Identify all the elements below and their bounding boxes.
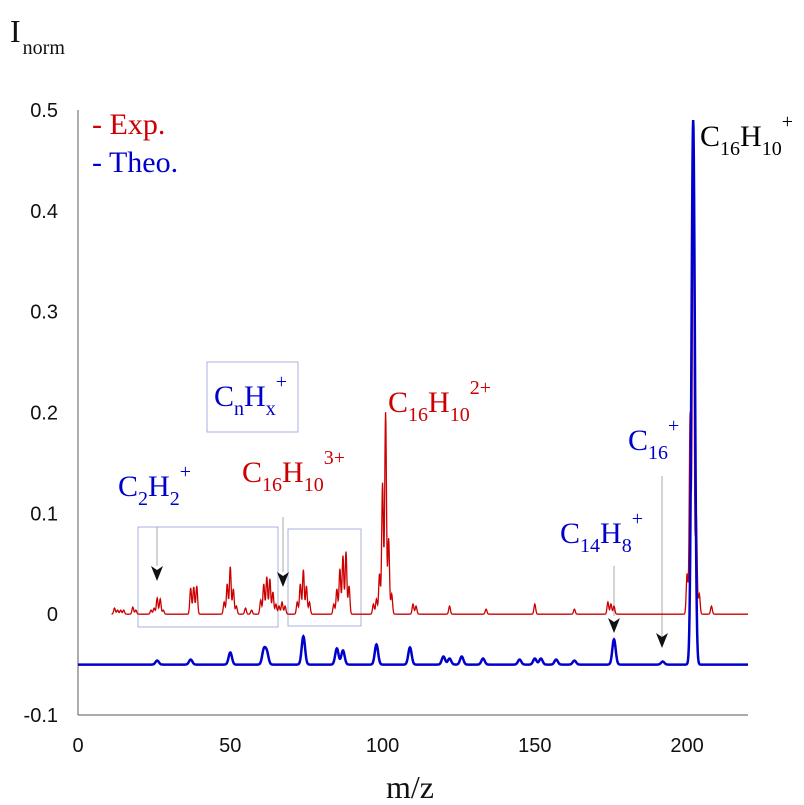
x-tick-label: 200 (670, 735, 703, 757)
annotation-cnhx-plus: CnHx+ (214, 371, 287, 420)
c16h10-3plus-region-box (287, 528, 362, 627)
annotation-c16h10-3plus: C16H103+ (242, 447, 345, 496)
legend-theo: - Theo. (92, 146, 178, 179)
y-tick-label: -0.1 (24, 705, 58, 727)
c2h2-region-box (137, 526, 279, 628)
x-axis-title: m/z (386, 769, 434, 805)
c16-arrow-icon (656, 633, 668, 648)
annotation-c16-plus: C16+ (628, 415, 679, 464)
annotation-c16h10-plus: C16H10+ (700, 111, 793, 160)
y-tick-label: 0.4 (30, 201, 58, 223)
y-tick-labels: -0.1 0 0.1 0.2 0.3 0.4 0.5 (24, 100, 58, 727)
legend-exp: - Exp. (92, 108, 165, 141)
c14h8-arrow-icon (608, 618, 620, 633)
series-exp-line (111, 129, 748, 615)
x-tick-label: 0 (72, 735, 83, 757)
x-tick-label: 100 (366, 735, 399, 757)
annotation-c2h2-plus: C2H2+ (118, 461, 191, 510)
y-tick-label: 0.5 (30, 100, 58, 122)
x-tick-label: 50 (219, 735, 241, 757)
c16h10-3plus-arrow-icon (277, 572, 289, 587)
y-tick-label: 0 (47, 604, 58, 626)
annotation-c16h10-2plus: C16H102+ (388, 377, 491, 426)
x-tick-label: 150 (518, 735, 551, 757)
annotation-c14h8-plus: C14H8+ (560, 508, 643, 557)
y-tick-label: 0.2 (30, 403, 58, 425)
x-tick-labels: 0 50 100 150 200 (72, 735, 703, 757)
y-tick-label: 0.1 (30, 503, 58, 525)
y-tick-label: 0.3 (30, 302, 58, 324)
series-theo-line (78, 120, 748, 666)
c2h2-arrow-icon (151, 566, 163, 581)
cnhx-label-box (206, 361, 299, 433)
